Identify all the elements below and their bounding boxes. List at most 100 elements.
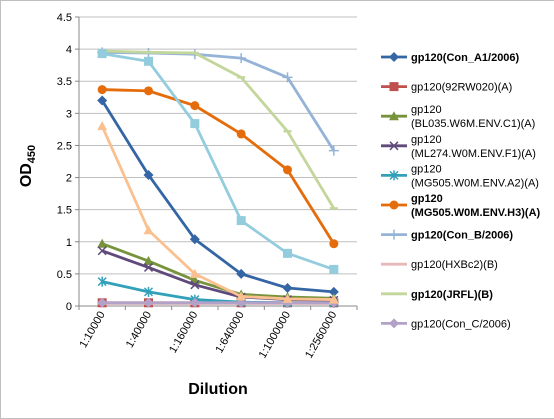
series-12	[97, 49, 339, 274]
data-point	[329, 264, 339, 274]
series-layer	[97, 47, 339, 308]
data-point	[328, 145, 339, 156]
series-9	[98, 49, 338, 210]
x-tick-label: 1:160000	[167, 310, 200, 356]
data-point	[283, 165, 292, 175]
legend-swatch-marker	[389, 82, 399, 92]
data-point	[282, 293, 293, 303]
legend-item: gp120(Con_A1/2006)	[381, 52, 520, 64]
legend-item: gp120 (MG505.W0M.ENV.H3)(A)	[381, 193, 541, 219]
legend-item: gp120 (MG505.W0M.ENV.A2)(A)	[381, 163, 539, 189]
x-tick-label: 1:40000	[124, 310, 154, 350]
x-tick-label: 1:2560000	[303, 310, 339, 361]
series-6	[97, 85, 339, 249]
y-axis-title-sub: 450	[26, 145, 38, 163]
data-point	[97, 95, 108, 106]
series-line	[100, 99, 334, 294]
data-point	[189, 297, 200, 308]
legend-label: gp120 (ML274.W0M.ENV.F1)(A)	[411, 134, 536, 160]
y-tick-label: 0.5	[57, 269, 72, 281]
legend-label: gp120(92RW020)(A)	[411, 82, 512, 94]
data-point	[328, 294, 339, 304]
series-line	[101, 242, 334, 300]
data-point	[236, 129, 246, 139]
series-line	[100, 125, 334, 301]
x-tick-label: 1:10000	[77, 310, 107, 350]
legend-label: gp120(Con_A1/2006)	[411, 52, 520, 64]
data-point	[143, 225, 154, 235]
data-point	[190, 119, 200, 129]
data-point	[283, 248, 292, 258]
y-tick-label: 0	[66, 301, 72, 313]
data-point	[97, 297, 108, 308]
y-axis-title-main: OD	[18, 163, 35, 187]
data-point	[282, 72, 293, 83]
y-tick-label: 2.5	[57, 140, 72, 152]
data-point	[236, 53, 247, 64]
data-point	[329, 207, 338, 210]
legend-item: gp120(HXBc2)(B)	[381, 259, 498, 271]
legend-item: gp120(92RW020)(A)	[381, 82, 512, 94]
data-point	[190, 280, 200, 290]
data-point	[236, 268, 247, 279]
x-axis-title: Dilution	[188, 381, 248, 398]
data-point	[97, 276, 107, 287]
data-point	[97, 238, 108, 248]
legend-label: gp120 (MG505.W0M.ENV.A2)(A)	[411, 163, 539, 189]
y-tick-label: 4.5	[57, 12, 72, 24]
legend-swatch-marker	[389, 170, 399, 181]
data-point	[144, 56, 153, 66]
data-point	[97, 121, 108, 131]
legend-swatch-marker	[389, 141, 399, 151]
data-point	[143, 286, 154, 297]
data-point	[144, 51, 153, 54]
series-line	[102, 49, 336, 210]
legend-item: gp120(Con_B/2006)	[381, 229, 513, 242]
data-point	[143, 256, 154, 266]
data-point	[328, 286, 339, 297]
data-point	[143, 297, 154, 308]
data-point	[282, 283, 293, 294]
legend-label: gp120(Con_B/2006)	[411, 230, 513, 242]
axes: 0 0.5 1 1.5 2 2.5 3 3.5 4 4.5 1:10000 1:40000 1:1600…	[57, 12, 358, 361]
y-tick-label: 3.5	[57, 76, 72, 88]
x-tick-label: 1:640000	[213, 310, 246, 356]
legend-label: gp120(HXBc2)(B)	[411, 259, 498, 271]
y-tick-label: 2	[66, 173, 72, 185]
y-tick-label: 3	[66, 108, 72, 120]
data-point	[97, 85, 107, 95]
data-point	[236, 216, 246, 226]
legend-swatch-marker	[389, 111, 399, 121]
legend-swatch-marker	[389, 200, 399, 210]
legend-swatch-marker	[389, 52, 399, 62]
data-point	[189, 268, 200, 278]
legend-swatch-marker	[389, 318, 399, 329]
legend: gp120(Con_A1/2006) gp120(92RW020)(A) gp120…	[381, 52, 541, 330]
legend-label: gp120(JRFL)(B)	[411, 289, 493, 301]
series-7	[97, 47, 339, 156]
series-line	[101, 52, 335, 271]
legend-item: gp120 (BL035.W6M.ENV.C1)(A)	[381, 104, 535, 130]
legend-label: gp120 (MG505.W0M.ENV.H3)(A)	[411, 193, 541, 219]
data-point	[97, 49, 107, 59]
legend-label: gp120(Con_C/2006)	[411, 318, 511, 330]
data-point	[97, 246, 107, 256]
series-line	[102, 88, 336, 245]
data-point	[143, 169, 154, 180]
data-point	[189, 234, 200, 245]
y-axis-title: OD450	[18, 145, 38, 187]
series-line	[102, 50, 336, 152]
legend-item: gp120 (ML274.W0M.ENV.F1)(A)	[381, 134, 536, 160]
data-point	[190, 101, 200, 111]
data-point	[329, 239, 339, 249]
data-point	[236, 291, 247, 301]
y-tick-label: 1.5	[57, 205, 72, 217]
data-point	[237, 76, 246, 79]
legend-label: gp120 (BL035.W6M.ENV.C1)(A)	[411, 104, 535, 130]
data-point	[190, 51, 199, 55]
legend-swatch-marker	[390, 292, 398, 295]
legend-swatch-marker	[389, 229, 399, 240]
x-tick-label: 1:1000000	[257, 310, 293, 361]
